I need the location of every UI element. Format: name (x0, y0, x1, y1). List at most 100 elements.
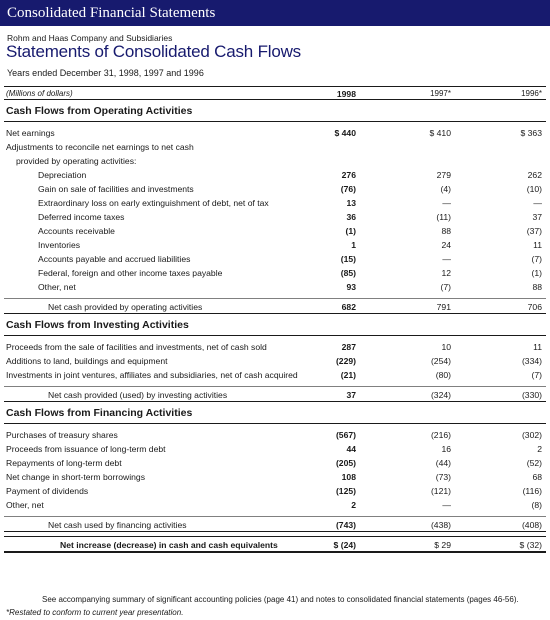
statement-title: Statements of Consolidated Cash Flows (6, 42, 301, 61)
value-1996: (302) (521, 430, 542, 440)
value-1998: (743) (335, 520, 356, 530)
row-label: provided by operating activities: (16, 156, 137, 166)
value-1997: $ 410 (429, 128, 451, 138)
value-1997: $ 29 (434, 540, 451, 550)
row-label: Net earnings (6, 128, 55, 138)
row-label: Proceeds from issuance of long-term debt (6, 444, 166, 454)
value-1996: (37) (526, 226, 542, 236)
value-1997: (73) (435, 472, 451, 482)
row-label: Net change in short-term borrowings (6, 472, 145, 482)
value-1998: 108 (341, 472, 356, 482)
value-1996: 11 (533, 240, 542, 250)
value-1996: (408) (521, 520, 542, 530)
table-row: Proceeds from issuance of long-term debt… (4, 442, 546, 456)
value-1996: (7) (531, 370, 542, 380)
table-row: Adjustments to reconcile net earnings to… (4, 140, 546, 154)
reporting-period: Years ended December 31, 1998, 1997 and … (7, 68, 204, 78)
table-row: Additions to land, buildings and equipme… (4, 354, 546, 368)
value-1997: (254) (430, 356, 451, 366)
value-1996: (52) (526, 458, 542, 468)
value-1996: 706 (527, 302, 542, 312)
section-heading-financing: Cash Flows from Financing Activities (4, 402, 546, 424)
value-1997: 279 (436, 170, 451, 180)
value-1998: $ 440 (334, 128, 356, 138)
table-row: Inventories 1 24 11 (4, 238, 546, 252)
row-label: Deferred income taxes (38, 212, 125, 222)
row-label: Inventories (38, 240, 81, 250)
grand-total-row: Net increase (decrease) in cash and cash… (4, 536, 546, 553)
row-label: Investments in joint ventures, affiliate… (6, 370, 298, 380)
row-label: Depreciation (38, 170, 87, 180)
table-row: Net earnings $ 440 $ 410 $ 363 (4, 126, 546, 140)
table-row: Depreciation 276 279 262 (4, 168, 546, 182)
row-label: Payment of dividends (6, 486, 89, 496)
table-row: Repayments of long-term debt (205) (44) (52… (4, 456, 546, 470)
value-1998: (15) (340, 254, 356, 264)
value-1998: 287 (341, 342, 356, 352)
value-1996: (1) (531, 268, 542, 278)
row-label: Other, net (38, 282, 76, 292)
value-1996: (330) (521, 390, 542, 400)
value-1997: (438) (430, 520, 451, 530)
value-1997: 88 (441, 226, 451, 236)
value-1998: (125) (335, 486, 356, 496)
value-1998: 682 (341, 302, 356, 312)
value-1996: $ (32) (519, 540, 542, 550)
column-header-1998: 1998 (336, 89, 356, 99)
row-label: Extraordinary loss on early extinguishme… (38, 198, 269, 208)
value-1998: 37 (346, 390, 356, 400)
row-label: Accounts receivable (38, 226, 115, 236)
value-1998: (205) (335, 458, 356, 468)
table-row: Investments in joint ventures, affiliate… (4, 368, 546, 382)
table-row: Payment of dividends (125) (121) (116) (4, 484, 546, 498)
row-label: Gain on sale of facilities and investmen… (38, 184, 194, 194)
table-row: Other, net 2 — (8) (4, 498, 546, 512)
subtotal-row-operating: Net cash provided by operating activitie… (4, 298, 546, 314)
row-label: Repayments of long-term debt (6, 458, 122, 468)
table-row: Net change in short-term borrowings 108 (7… (4, 470, 546, 484)
value-1997: 791 (436, 302, 451, 312)
row-label: Net cash provided (used) by investing ac… (48, 390, 228, 400)
value-1996: 2 (537, 444, 542, 454)
footnote-policies: See accompanying summary of significant … (42, 595, 519, 604)
table-row: Accounts receivable (1) 88 (37) (4, 224, 546, 238)
value-1996: 37 (532, 212, 542, 222)
table-row: Federal, foreign and other income taxes … (4, 266, 546, 280)
value-1996: (7) (531, 254, 542, 264)
value-1997: — (442, 198, 451, 208)
value-1998: 13 (346, 198, 356, 208)
table-row: Extraordinary loss on early extinguishme… (4, 196, 546, 210)
value-1996: 68 (532, 472, 542, 482)
section-heading-operating: Cash Flows from Operating Activities (4, 100, 546, 122)
value-1997: (7) (440, 282, 451, 292)
column-header-1997: 1997* (430, 89, 451, 98)
row-label: Accounts payable and accrued liabilities (38, 254, 191, 264)
value-1997: 16 (441, 444, 451, 454)
row-label: Net cash used by financing activities (48, 520, 187, 530)
table-row: provided by operating activities: (4, 154, 546, 168)
value-1998: (21) (340, 370, 356, 380)
footnote-restated: *Restated to conform to current year pre… (6, 608, 184, 617)
table-row: Proceeds from the sale of facilities and… (4, 340, 546, 354)
row-label: Other, net (6, 500, 44, 510)
value-1996: (334) (521, 356, 542, 366)
table-row: Other, net 93 (7) 88 (4, 280, 546, 294)
value-1997: (121) (430, 486, 451, 496)
value-1996: — (533, 198, 542, 208)
row-label: Net increase (decrease) in cash and cash… (60, 540, 278, 550)
cash-flow-table: (Millions of dollars) 1998 1997* 1996* C… (4, 86, 546, 553)
value-1998: (229) (335, 356, 356, 366)
subtotal-row-financing: Net cash used by financing activities (74… (4, 516, 546, 532)
row-label: Federal, foreign and other income taxes … (38, 268, 223, 278)
value-1998: 44 (346, 444, 356, 454)
value-1998: 2 (351, 500, 356, 510)
value-1997: (44) (435, 458, 451, 468)
row-label: Proceeds from the sale of facilities and… (6, 342, 267, 352)
value-1998: (85) (340, 268, 356, 278)
value-1997: — (442, 500, 451, 510)
value-1997: (216) (430, 430, 451, 440)
table-body: Cash Flows from Operating Activities Net … (4, 100, 546, 553)
banner: Consolidated Financial Statements (0, 0, 550, 26)
value-1996: 262 (527, 170, 542, 180)
row-label: Net cash provided by operating activitie… (48, 302, 203, 312)
